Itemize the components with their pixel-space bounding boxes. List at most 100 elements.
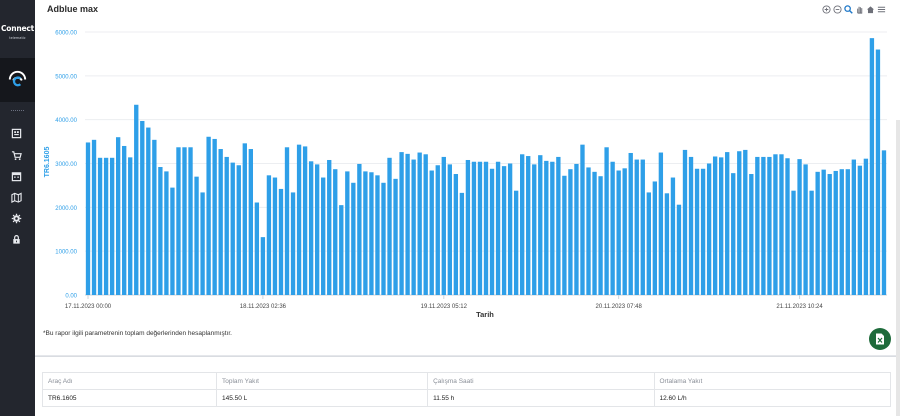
menu-icon[interactable] [877, 5, 886, 14]
chart-bar[interactable] [230, 162, 235, 295]
chart-bar[interactable] [242, 143, 247, 295]
chart-bar[interactable] [664, 193, 670, 295]
chart-bar[interactable] [194, 176, 199, 295]
chart-bar[interactable] [477, 161, 483, 295]
chart-bar[interactable] [532, 164, 537, 295]
chart-bar[interactable] [182, 147, 187, 295]
chart-bar[interactable] [483, 161, 489, 295]
chart-bar[interactable] [351, 182, 356, 295]
chart-bar[interactable] [128, 157, 133, 295]
chart-bar[interactable] [314, 164, 320, 295]
chart-bar[interactable] [152, 139, 157, 295]
zoom-out-icon[interactable] [833, 5, 842, 14]
chart-bar[interactable] [296, 144, 302, 295]
chart-bar[interactable] [375, 175, 380, 295]
chart-bar[interactable] [435, 165, 440, 295]
chart-bar[interactable] [465, 159, 471, 295]
chart-bar[interactable] [839, 169, 844, 295]
chart-bar[interactable] [513, 190, 519, 295]
chart-bar[interactable] [797, 159, 802, 295]
pan-hand-icon[interactable] [855, 5, 864, 14]
chart-bar[interactable] [321, 177, 326, 295]
chart-bar[interactable] [851, 159, 856, 295]
chart-bar[interactable] [749, 174, 754, 295]
chart-bar[interactable] [688, 156, 694, 295]
chart-bar[interactable] [682, 149, 688, 295]
chart-bar[interactable] [755, 156, 760, 295]
scrollbar[interactable] [896, 120, 900, 416]
chart-bar[interactable] [791, 190, 796, 295]
chart-bar[interactable] [345, 171, 350, 295]
chart-bar[interactable] [146, 127, 151, 295]
chart-bar[interactable] [634, 159, 639, 295]
chart-bar[interactable] [188, 147, 193, 295]
chart-bar[interactable] [405, 153, 410, 295]
chart-bar[interactable] [290, 192, 296, 295]
chart-bar[interactable] [881, 150, 887, 295]
brand-icon-box[interactable] [0, 58, 35, 102]
map-icon[interactable] [11, 192, 22, 203]
zoom-in-icon[interactable] [822, 5, 831, 14]
chart-bar[interactable] [526, 156, 531, 295]
chart-bar[interactable] [869, 38, 875, 295]
chart-bar[interactable] [568, 169, 573, 295]
chart-bar[interactable] [140, 120, 145, 295]
chart-bar[interactable] [109, 157, 115, 295]
chart-bar[interactable] [363, 171, 368, 295]
chart-bar[interactable] [803, 164, 808, 295]
chart-bar[interactable] [767, 156, 772, 295]
chart-bar[interactable] [562, 175, 567, 295]
chart-bar[interactable] [471, 161, 477, 295]
chart-bar[interactable] [357, 163, 362, 295]
chart-bar[interactable] [827, 174, 832, 295]
chart-bar[interactable] [103, 157, 109, 295]
calendar-icon[interactable] [11, 171, 22, 182]
chart-bar[interactable] [616, 170, 621, 295]
chart-bar[interactable] [260, 237, 266, 295]
chart-bar[interactable] [833, 170, 838, 295]
chart-bar[interactable] [658, 152, 664, 295]
chart-bar[interactable] [158, 167, 163, 295]
chart-bar[interactable] [501, 166, 507, 295]
chart-bar[interactable] [652, 181, 658, 295]
chart-bar[interactable] [809, 190, 814, 295]
chart-bar[interactable] [453, 174, 459, 295]
chart-bar[interactable] [640, 159, 645, 295]
chart-bar[interactable] [507, 163, 513, 296]
chart-bar[interactable] [785, 158, 790, 295]
chart-bar[interactable] [598, 176, 603, 295]
chart-bar[interactable] [97, 157, 103, 295]
chart-bar[interactable] [694, 168, 700, 295]
chart-bar[interactable] [164, 171, 169, 295]
chart-bar[interactable] [761, 156, 766, 295]
chart-bar[interactable] [821, 169, 826, 295]
chart-bar[interactable] [706, 163, 712, 296]
chart-bar[interactable] [327, 159, 332, 295]
chart-bar[interactable] [278, 188, 284, 295]
chart-bar[interactable] [875, 49, 881, 295]
chart-bar[interactable] [393, 178, 398, 295]
chart-bar[interactable] [743, 149, 748, 295]
chart-bar[interactable] [176, 147, 181, 295]
chart-bar[interactable] [248, 149, 253, 295]
chart-bar[interactable] [489, 168, 495, 295]
chart-bar[interactable] [592, 171, 597, 295]
chart-bar[interactable] [218, 149, 223, 295]
chart-bar[interactable] [236, 165, 241, 295]
chart-bar[interactable] [773, 154, 778, 295]
report-icon[interactable] [11, 128, 22, 139]
chart-bar[interactable] [302, 146, 308, 295]
chart-bar[interactable] [266, 175, 272, 295]
chart-bar[interactable] [308, 161, 314, 295]
chart-bar[interactable] [272, 177, 278, 295]
chart-bar[interactable] [85, 142, 91, 295]
chart-bar[interactable] [863, 158, 869, 295]
chart-bar[interactable] [495, 161, 501, 295]
cart-icon[interactable] [11, 150, 22, 161]
chart-bar[interactable] [544, 160, 549, 295]
chart-bar[interactable] [429, 170, 434, 295]
chart-bar[interactable] [381, 182, 386, 295]
chart-bar[interactable] [339, 205, 344, 295]
chart-bar[interactable] [737, 151, 742, 295]
chart-bar[interactable] [520, 154, 525, 295]
